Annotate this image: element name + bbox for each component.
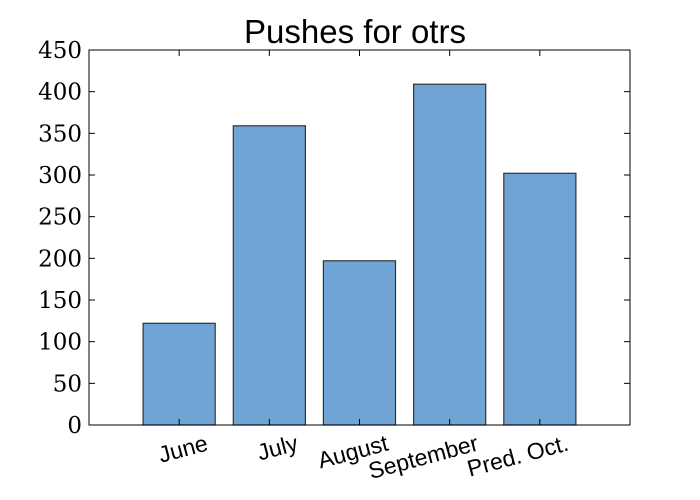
y-tick-label: 400	[38, 80, 82, 106]
y-tick-label: 450	[38, 38, 82, 64]
y-tick-label: 50	[53, 371, 82, 397]
bar-august	[322, 260, 397, 426]
y-tick-label: 250	[38, 205, 82, 231]
y-tick-label: 350	[38, 121, 82, 147]
y-tick-label: 150	[38, 288, 82, 314]
y-tick-label: 300	[38, 163, 82, 189]
x-tick-label: June	[156, 430, 211, 468]
bar-pred-oct	[503, 172, 577, 426]
chart-title: Pushes for otrs	[244, 13, 466, 50]
y-tick-label: 100	[38, 330, 82, 356]
y-axis: 0 50 100 150 200 250 300 350 400 450	[38, 38, 630, 439]
x-tick-label: July	[254, 430, 301, 466]
bar-july	[232, 125, 307, 426]
bar-june	[142, 322, 216, 426]
y-tick-label: 200	[38, 246, 82, 272]
y-tick-label: 0	[67, 413, 82, 439]
bars-group	[142, 83, 577, 426]
x-tick-label: Pred. Oct.	[464, 430, 571, 482]
bar-september	[413, 83, 487, 426]
